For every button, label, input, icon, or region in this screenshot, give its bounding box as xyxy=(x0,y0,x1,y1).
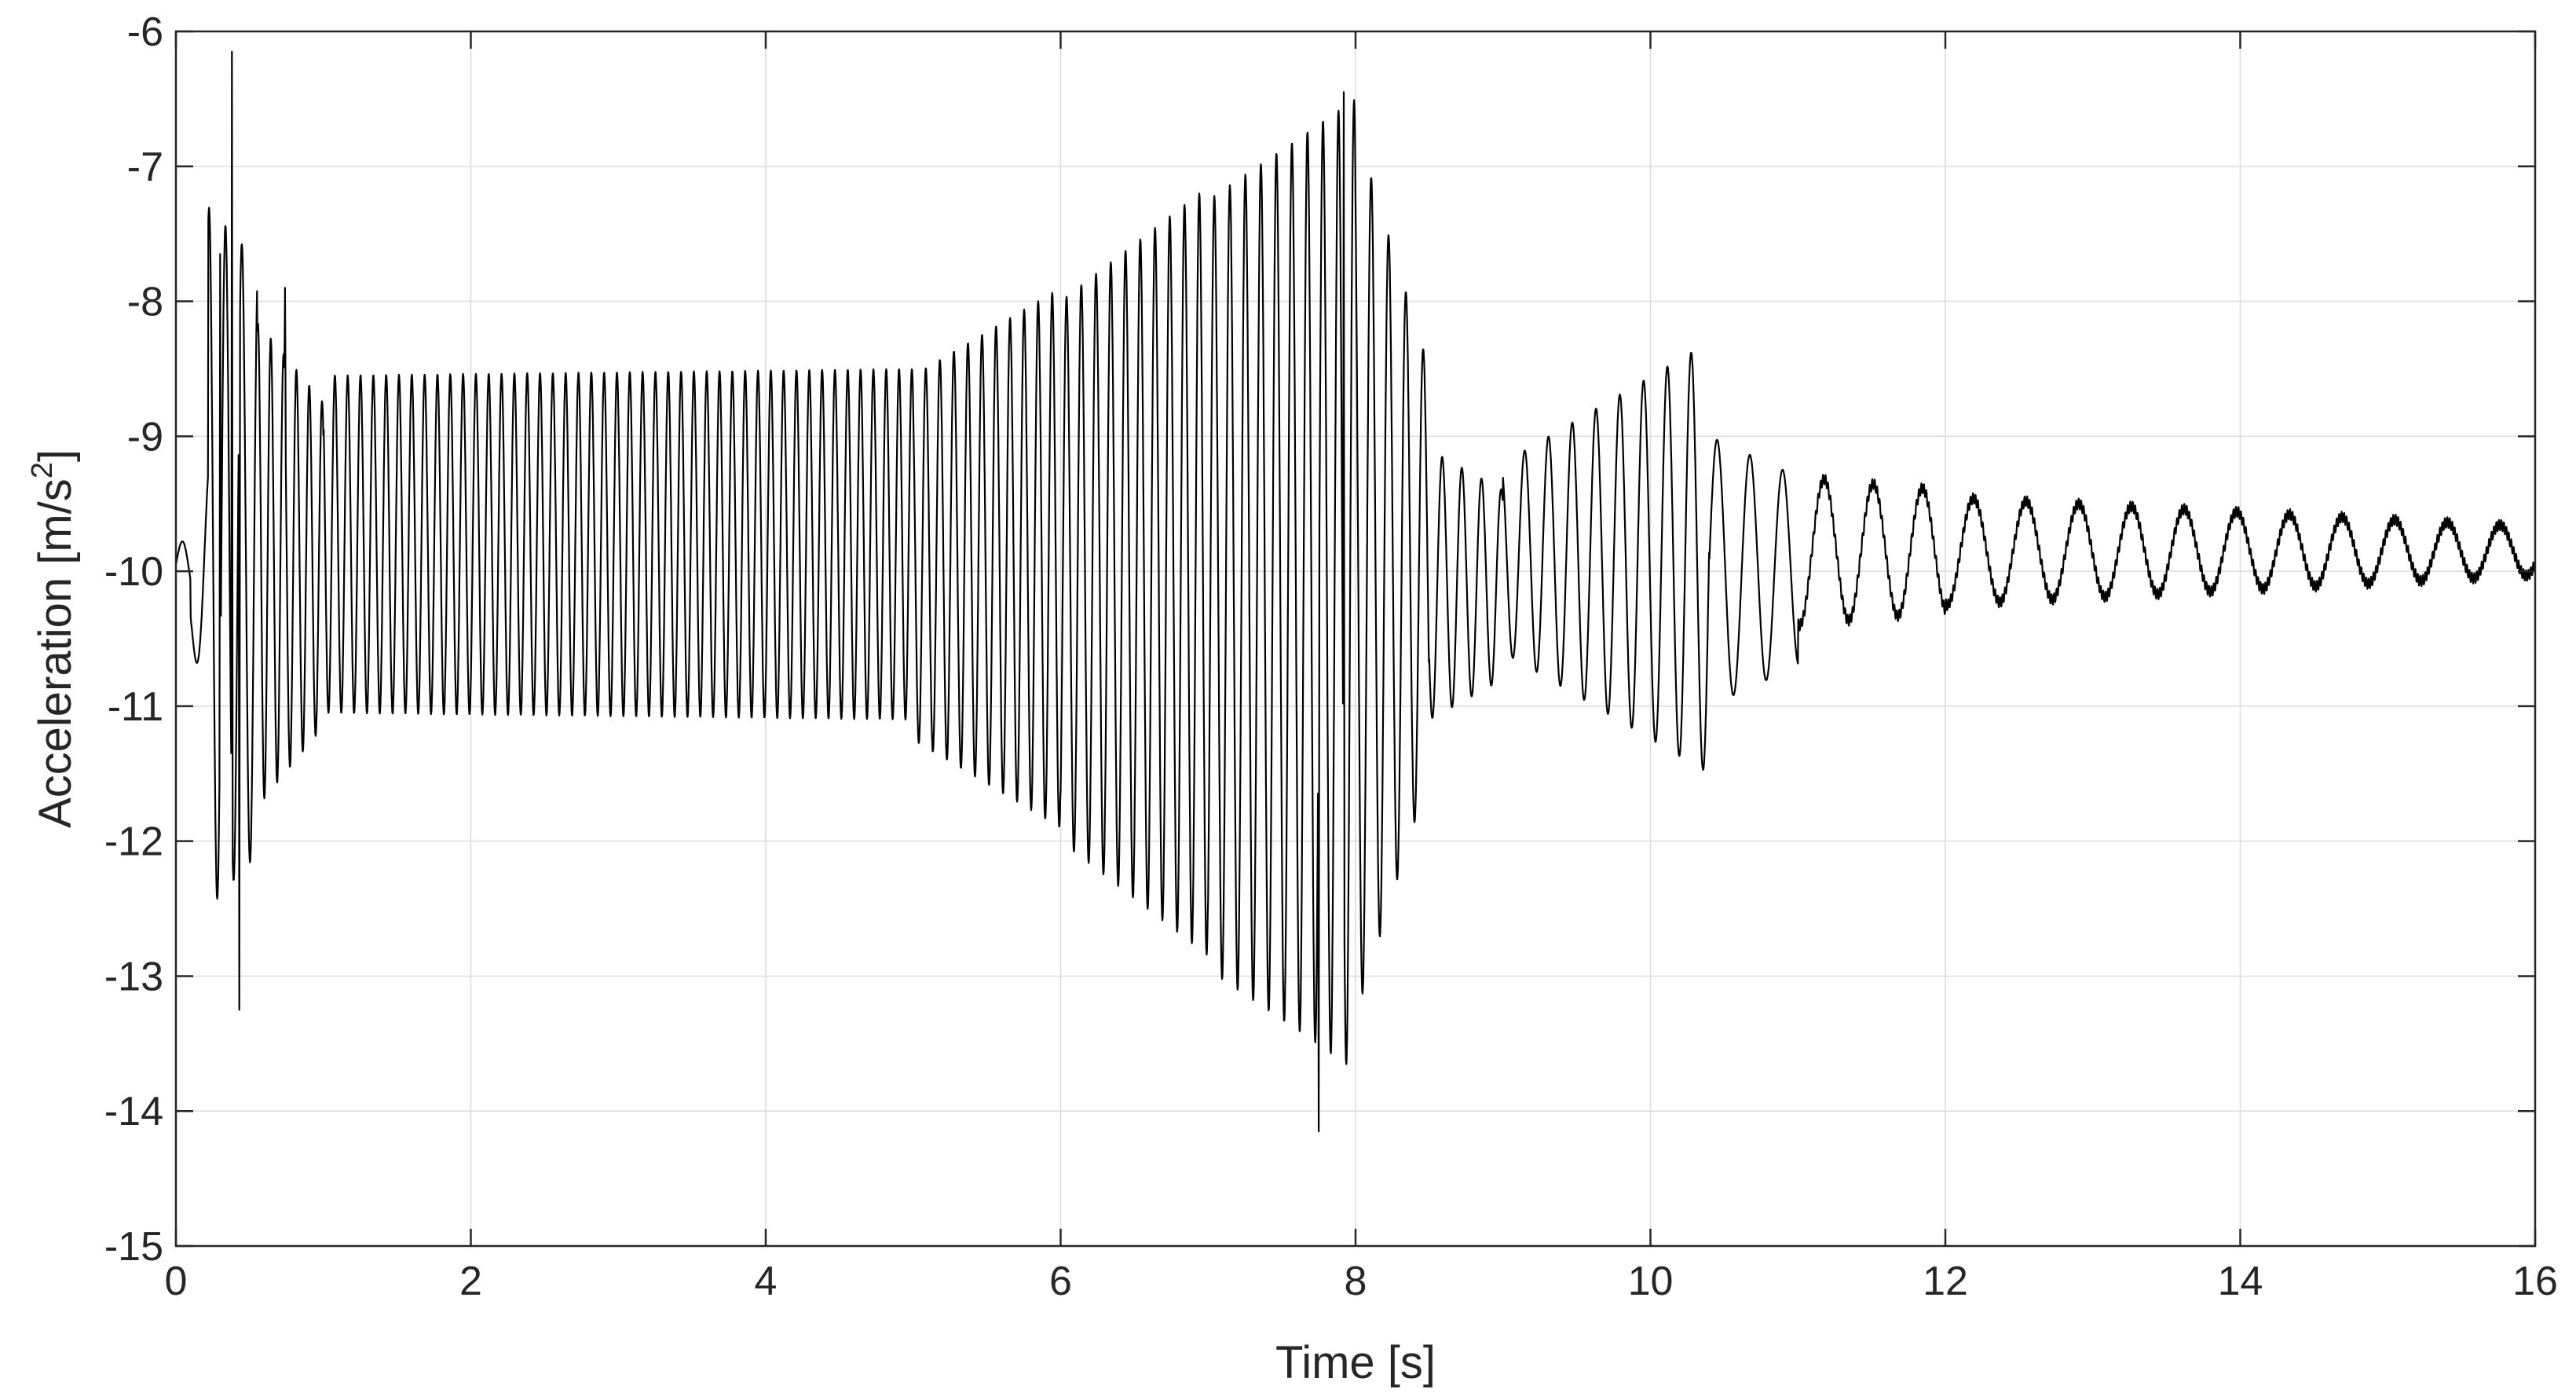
x-tick-label: 0 xyxy=(165,1259,188,1304)
y-tick-label: -15 xyxy=(104,1224,163,1270)
y-axis-label-text: Acceleration [m/s xyxy=(30,478,81,828)
y-tick-label: -9 xyxy=(127,414,163,460)
x-tick-label: 2 xyxy=(459,1259,482,1304)
x-tick-label: 8 xyxy=(1345,1259,1367,1304)
y-tick-label: -7 xyxy=(127,145,163,190)
x-tick-label: 16 xyxy=(2512,1259,2558,1304)
y-tick-labels: -6 -7 -8 -9 -10 -11 -12 -13 -14 -15 xyxy=(104,9,163,1270)
y-tick-label: -14 xyxy=(104,1089,163,1134)
x-tick-label: 12 xyxy=(1923,1259,1968,1304)
y-axis-label-close: ] xyxy=(30,449,81,462)
y-tick-label: -12 xyxy=(104,819,163,865)
y-axis-label: Acceleration [m/s2] xyxy=(26,449,81,828)
axis-ticks xyxy=(174,30,2537,1248)
x-axis-label: Time [s] xyxy=(1275,1337,1436,1388)
y-tick-label: -11 xyxy=(108,684,163,730)
x-tick-label: 6 xyxy=(1049,1259,1072,1304)
x-tick-label: 10 xyxy=(1628,1259,1674,1304)
y-tick-label: -8 xyxy=(127,280,163,325)
y-tick-label: -13 xyxy=(104,954,163,999)
x-tick-label: 14 xyxy=(2218,1259,2263,1304)
x-tick-labels: 0 2 4 6 8 10 12 14 16 xyxy=(165,1259,2558,1304)
x-tick-label: 4 xyxy=(755,1259,778,1304)
y-tick-label: -6 xyxy=(127,9,163,55)
y-axis-label-superscript: 2 xyxy=(26,462,59,478)
acceleration-series-line xyxy=(174,50,2537,1133)
y-tick-label: -10 xyxy=(104,549,163,595)
